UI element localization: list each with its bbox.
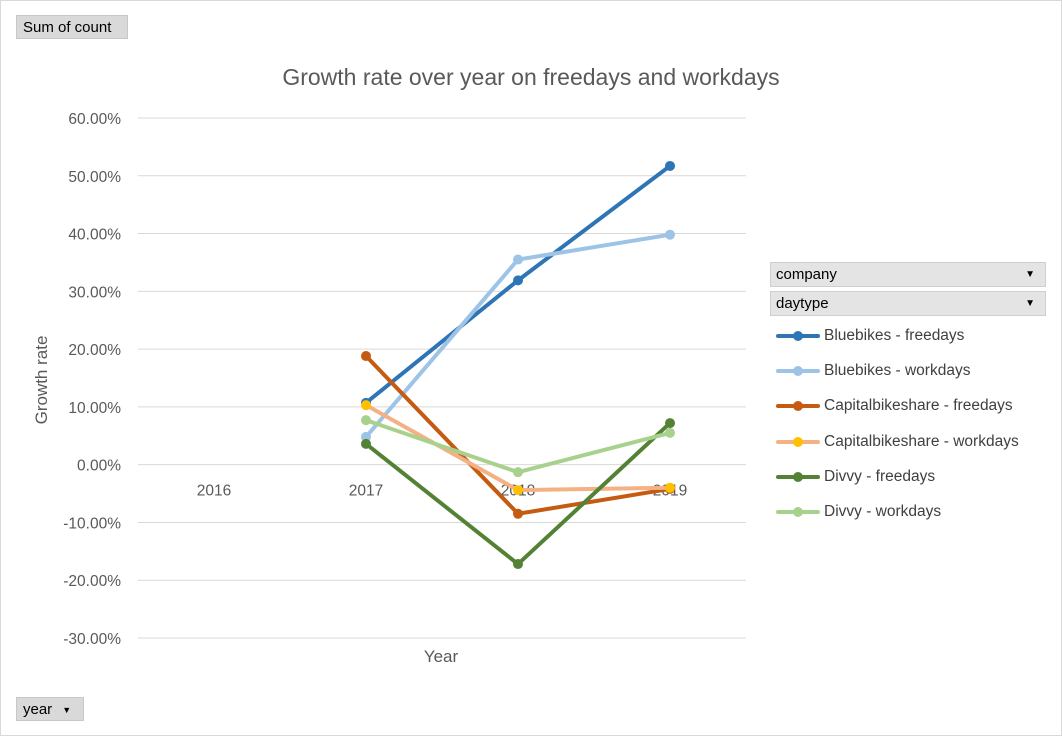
y-tick-label: 60.00% bbox=[68, 111, 121, 128]
legend-swatch bbox=[776, 436, 820, 447]
y-axis-label: Growth rate bbox=[32, 336, 51, 425]
data-point bbox=[361, 431, 371, 442]
x-tick-label: 2016 bbox=[197, 483, 231, 500]
y-tick-label: 50.00% bbox=[68, 169, 121, 186]
y-tick-label: -20.00% bbox=[63, 573, 121, 590]
company-legend-field[interactable]: company ▼ bbox=[770, 262, 1046, 287]
legend-swatch bbox=[776, 366, 820, 377]
series-capitalbikeshare-workdays bbox=[361, 400, 675, 496]
legend-label: Divvy - workdays bbox=[824, 503, 942, 520]
data-point bbox=[513, 508, 523, 519]
chevron-down-icon: ▼ bbox=[62, 705, 72, 716]
chevron-down-icon: ▼ bbox=[1025, 298, 1035, 309]
series-divvy-workdays bbox=[361, 415, 675, 478]
y-tick-label: 0.00% bbox=[77, 458, 121, 475]
daytype-label: daytype bbox=[776, 295, 829, 312]
legend-label: Capitalbikeshare - workdays bbox=[824, 432, 1019, 450]
data-point bbox=[361, 415, 371, 426]
year-label: year bbox=[23, 701, 53, 718]
data-point bbox=[513, 467, 523, 478]
y-tick-label: 20.00% bbox=[68, 342, 121, 359]
series-bluebikes-workdays bbox=[361, 229, 675, 442]
data-point bbox=[665, 229, 675, 240]
legend-label: Capitalbikeshare - freedays bbox=[824, 397, 1013, 415]
chart-title: Growth rate over year on freedays and wo… bbox=[282, 64, 779, 90]
legend-swatch bbox=[776, 471, 820, 482]
data-point bbox=[665, 418, 675, 429]
data-point bbox=[513, 275, 523, 286]
legend-label: Divvy - freedays bbox=[824, 467, 936, 485]
data-point bbox=[513, 485, 523, 496]
sum-of-count-field-button[interactable]: Sum of count bbox=[16, 15, 128, 39]
y-tick-label: 10.00% bbox=[68, 400, 121, 417]
legend-swatch bbox=[776, 331, 820, 341]
chevron-down-icon: ▼ bbox=[1025, 269, 1035, 280]
y-tick-label: 30.00% bbox=[68, 284, 121, 301]
data-point bbox=[665, 160, 675, 171]
data-point bbox=[361, 351, 371, 362]
y-tick-label: 40.00% bbox=[68, 227, 121, 244]
y-tick-label: -10.00% bbox=[63, 515, 121, 532]
gridlines bbox=[138, 117, 746, 639]
series-bluebikes-freedays bbox=[361, 160, 675, 408]
data-point bbox=[513, 254, 523, 265]
legend-label: Bluebikes - workdays bbox=[824, 362, 971, 380]
series-lines bbox=[361, 160, 675, 570]
year-axis-field-button[interactable]: year ▼ bbox=[16, 697, 84, 721]
legend-swatch bbox=[776, 401, 820, 412]
x-axis-label: Year bbox=[424, 647, 459, 666]
data-point bbox=[665, 427, 675, 438]
data-point bbox=[361, 400, 371, 411]
company-label: company bbox=[776, 266, 837, 283]
series-capitalbikeshare-freedays bbox=[361, 351, 675, 519]
data-point bbox=[513, 559, 523, 570]
data-point bbox=[665, 482, 675, 493]
x-tick-label: 2017 bbox=[349, 483, 383, 500]
y-axis-tick-labels: 60.00% 50.00% 40.00% 30.00% 20.00% 10.00% 0.00… bbox=[63, 111, 121, 648]
series-line bbox=[364, 403, 672, 493]
daytype-legend-field[interactable]: daytype ▼ bbox=[770, 291, 1046, 316]
y-tick-label: -30.00% bbox=[63, 631, 121, 648]
legend-swatch bbox=[776, 507, 820, 517]
series-divvy-freedays bbox=[361, 418, 675, 570]
data-point bbox=[361, 438, 371, 449]
sum-of-count-label: Sum of count bbox=[23, 19, 112, 36]
legend-label: Bluebikes - freedays bbox=[824, 327, 965, 344]
